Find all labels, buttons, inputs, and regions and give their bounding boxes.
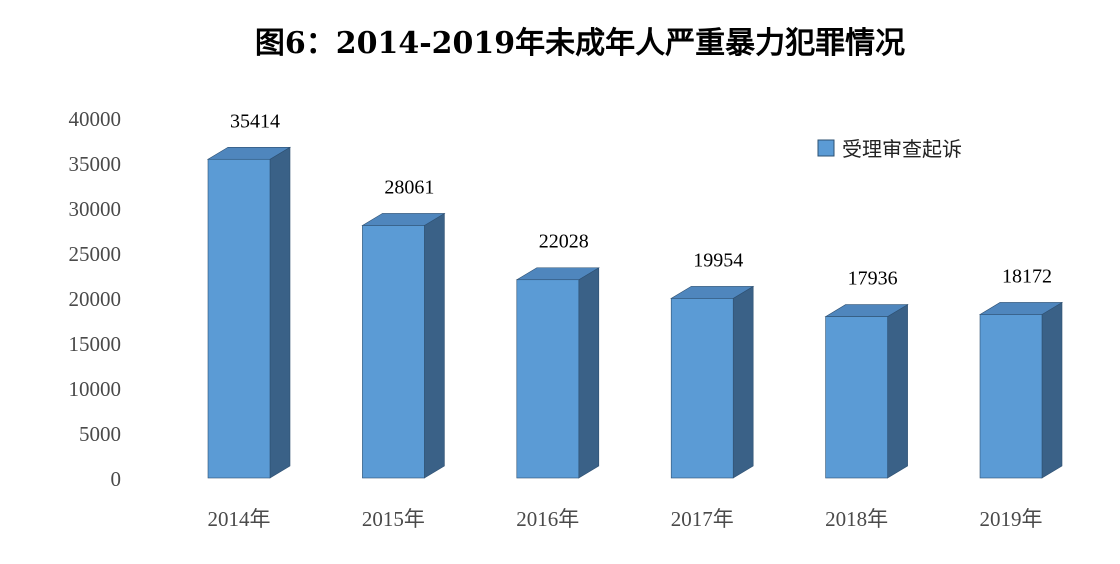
x-axis-labels: 2014年 2015年 2016年 2017年 2018年 2019年: [208, 507, 1043, 531]
y-tick-label: 30000: [69, 197, 122, 221]
data-label: 17936: [848, 268, 898, 290]
x-tick-label: 2015年: [362, 507, 425, 531]
bar: [978, 301, 1064, 479]
bar-front-face: [670, 298, 734, 479]
bar: [824, 304, 909, 479]
legend: 受理审查起诉: [817, 137, 962, 161]
data-labels-group: 35414 28061 22028 19954 17936 18172: [230, 110, 1052, 289]
y-tick-label: 5000: [79, 422, 121, 446]
bar-front-face: [362, 225, 425, 479]
data-label: 22028: [539, 231, 589, 253]
bar-side-face: [269, 146, 291, 479]
bar-front-face: [979, 314, 1043, 479]
chart-title: 图6：2014-2019年未成年人严重暴力犯罪情况: [254, 26, 906, 61]
data-label: 35414: [230, 110, 280, 132]
y-tick-label: 15000: [69, 332, 122, 356]
y-tick-label: 25000: [69, 242, 122, 266]
data-label: 28061: [384, 176, 434, 198]
bar-side-face: [887, 304, 908, 479]
bar: [206, 146, 292, 479]
y-tick-label: 10000: [69, 377, 122, 401]
legend-label: 受理审查起诉: [842, 137, 962, 161]
x-tick-label: 2016年: [516, 507, 579, 531]
y-tick-label: 40000: [69, 107, 122, 131]
bar: [361, 212, 446, 479]
bar: [515, 267, 600, 479]
x-tick-label: 2014年: [208, 507, 271, 531]
y-tick-label: 20000: [69, 287, 122, 311]
data-label: 19954: [693, 249, 743, 271]
data-label: 18172: [1002, 265, 1052, 287]
bar-front-face: [207, 158, 271, 479]
bars-group: [206, 146, 1064, 479]
legend-swatch: [817, 139, 835, 157]
bar-side-face: [424, 212, 445, 479]
x-tick-label: 2018年: [825, 507, 888, 531]
y-tick-label: 35000: [69, 152, 122, 176]
bar-front-face: [516, 279, 580, 479]
x-tick-label: 2019年: [980, 507, 1043, 531]
x-tick-label: 2017年: [671, 507, 734, 531]
bar: [670, 285, 755, 479]
y-axis-ticks: 0 5000 10000 15000 20000 25000 30000 35000 40000: [69, 107, 122, 491]
bar-side-face: [732, 285, 754, 479]
bar-side-face: [1041, 301, 1063, 479]
y-tick-label: 0: [111, 467, 122, 491]
bar-front-face: [825, 316, 888, 479]
bar-side-face: [578, 267, 600, 479]
